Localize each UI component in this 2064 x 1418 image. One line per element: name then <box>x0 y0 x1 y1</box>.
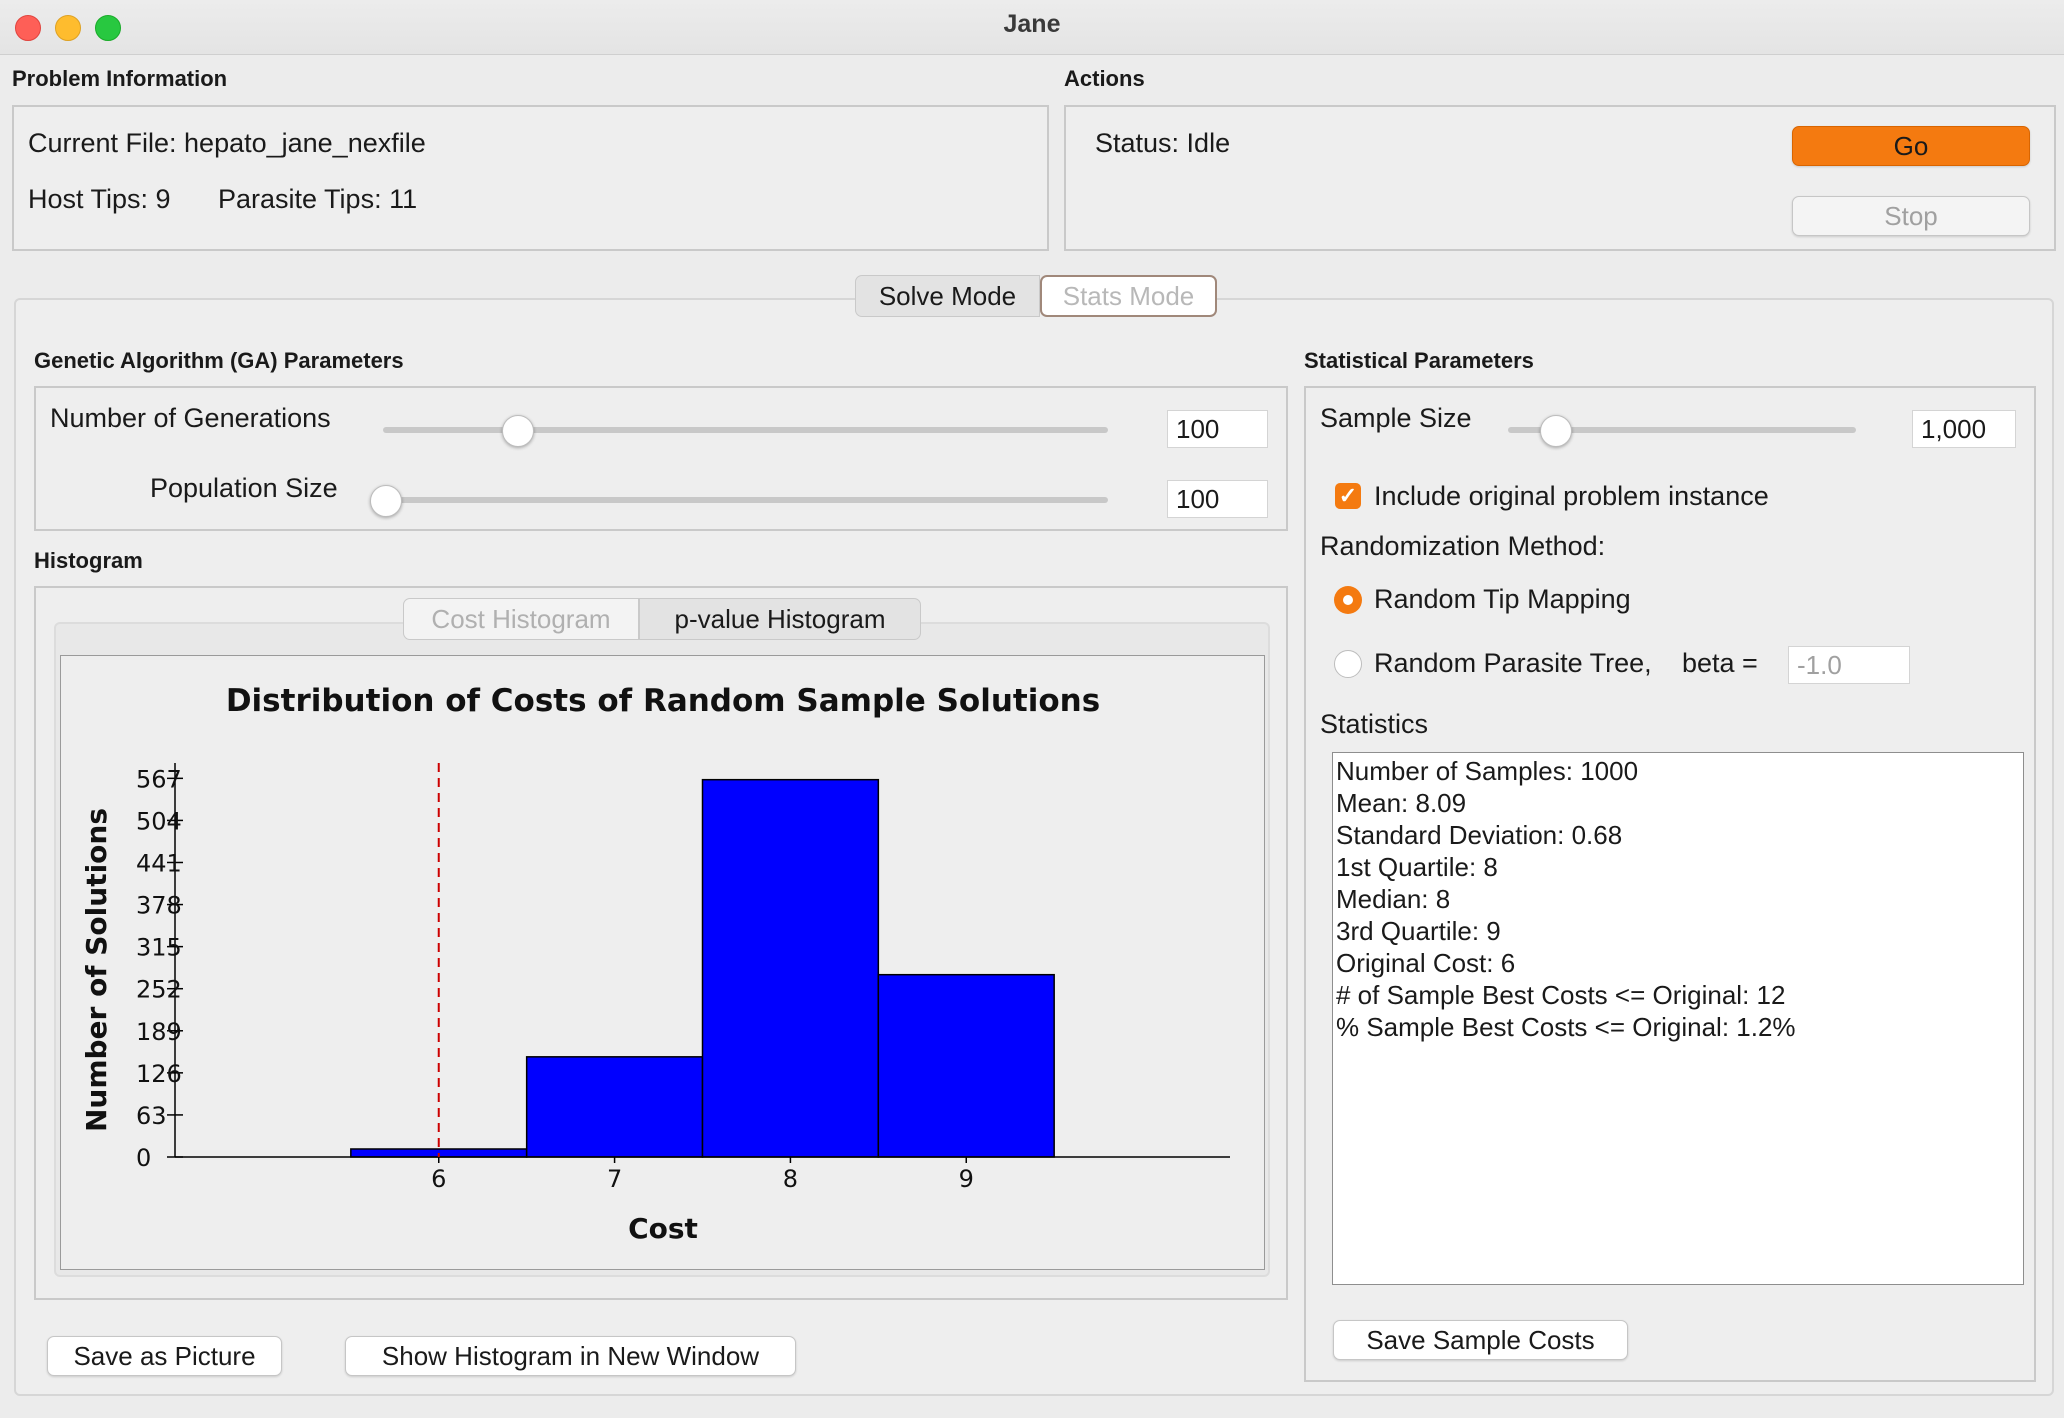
x-tick-label: 7 <box>607 1165 622 1193</box>
beta-label: beta = <box>1682 648 1758 678</box>
generations-label: Number of Generations <box>50 403 331 433</box>
random-parasite-tree-radio[interactable] <box>1334 650 1362 678</box>
statistics-label: Statistics <box>1320 709 1429 739</box>
histogram-bar <box>525 1056 704 1158</box>
y-tick-label: 567 <box>136 765 182 793</box>
sample-size-field[interactable]: 1,000 <box>1912 410 2016 448</box>
population-slider-thumb[interactable] <box>370 485 402 517</box>
randomization-method-label: Randomization Method: <box>1320 531 1606 561</box>
statistics-line: 3rd Quartile: 9 <box>1336 916 1501 946</box>
x-tick-label: 8 <box>783 1165 798 1193</box>
y-tick-label: 126 <box>136 1060 182 1088</box>
statistics-line: # of Sample Best Costs <= Original: 12 <box>1336 980 1786 1010</box>
statistics-line: Standard Deviation: 0.68 <box>1336 820 1623 850</box>
statistics-line: Original Cost: 6 <box>1336 948 1516 978</box>
title-bar <box>0 0 2064 55</box>
y-tick-label: 0 <box>136 1144 151 1172</box>
problem-info-panel <box>12 105 1049 251</box>
tab-p-value-histogram[interactable]: p-value Histogram <box>639 598 921 640</box>
statistics-line: Mean: 8.09 <box>1336 788 1467 818</box>
minimize-window-button[interactable] <box>55 15 81 41</box>
random-parasite-tree-label: Random Parasite Tree, <box>1374 648 1652 678</box>
x-tick-label: 6 <box>431 1165 446 1193</box>
problem-info-header: Problem Information <box>12 66 228 91</box>
status-label: Status: Idle <box>1095 128 1231 158</box>
ga-params-panel <box>34 386 1288 531</box>
random-tip-mapping-radio[interactable] <box>1334 586 1362 614</box>
y-tick-label: 252 <box>136 976 182 1004</box>
tab-cost-histogram[interactable]: Cost Histogram <box>403 598 639 640</box>
histogram-bar <box>877 973 1055 1158</box>
y-tick-label: 504 <box>136 807 182 835</box>
parasite-tips-label: Parasite Tips: 11 <box>218 184 418 214</box>
statistics-line: Median: 8 <box>1336 884 1451 914</box>
window-title: Jane <box>1003 10 1061 38</box>
sample-size-slider-thumb[interactable] <box>1539 415 1572 447</box>
show-histogram-new-window-button[interactable]: Show Histogram in New Window <box>345 1336 796 1376</box>
y-tick-label: 189 <box>136 1018 182 1046</box>
y-tick-label: 315 <box>136 934 182 962</box>
generations-slider-track[interactable] <box>383 427 1108 433</box>
beta-field[interactable]: -1.0 <box>1788 646 1910 684</box>
chart-x-axis-label: Cost <box>628 1212 698 1245</box>
save-as-picture-button[interactable]: Save as Picture <box>47 1336 282 1376</box>
tab-stats-mode[interactable]: Stats Mode <box>1040 275 1217 317</box>
population-field[interactable]: 100 <box>1167 480 1268 518</box>
sample-size-slider-track[interactable] <box>1508 427 1856 433</box>
maximize-window-button[interactable] <box>95 15 121 41</box>
histogram-header: Histogram <box>34 548 143 573</box>
generations-field[interactable]: 100 <box>1167 410 1268 448</box>
chart-background <box>60 655 1265 1270</box>
y-tick-label: 441 <box>136 849 182 877</box>
random-tip-mapping-label: Random Tip Mapping <box>1374 584 1631 614</box>
chart-y-axis-label: Number of Solutions <box>80 808 113 1132</box>
cost-histogram-chart: Distribution of Costs of Random Sample S… <box>60 655 1265 1270</box>
tab-solve-mode[interactable]: Solve Mode <box>855 275 1040 317</box>
statistics-text-area[interactable]: Number of Samples: 1000 Mean: 8.09 Standar… <box>1332 752 2024 1285</box>
save-sample-costs-button[interactable]: Save Sample Costs <box>1333 1320 1628 1360</box>
chart-title: Distribution of Costs of Random Sample S… <box>226 683 1100 719</box>
actions-header: Actions <box>1064 66 1145 91</box>
host-tips-label: Host Tips: 9 <box>28 184 171 214</box>
stats-params-header: Statistical Parameters <box>1304 348 1534 373</box>
population-slider-track[interactable] <box>383 497 1108 503</box>
histogram-bar <box>701 778 880 1158</box>
sample-size-label: Sample Size <box>1320 403 1472 433</box>
y-tick-label: 63 <box>136 1102 167 1130</box>
statistics-line: Number of Samples: 1000 <box>1336 756 1639 786</box>
close-window-button[interactable] <box>15 15 41 41</box>
generations-slider-thumb[interactable] <box>502 415 534 447</box>
stop-button[interactable]: Stop <box>1792 196 2030 236</box>
go-button[interactable]: Go <box>1792 126 2030 166</box>
current-file-label: Current File: hepato_jane_nexfile <box>28 128 426 158</box>
population-label: Population Size <box>150 473 338 503</box>
y-tick-label: 378 <box>136 892 182 920</box>
statistics-line: % Sample Best Costs <= Original: 1.2% <box>1336 1012 1796 1042</box>
include-original-label: Include original problem instance <box>1374 481 1769 511</box>
statistics-line: 1st Quartile: 8 <box>1336 852 1498 882</box>
x-tick-label: 9 <box>959 1165 974 1193</box>
include-original-checkbox[interactable]: ✓ <box>1335 483 1361 509</box>
ga-params-header: Genetic Algorithm (GA) Parameters <box>34 348 404 373</box>
